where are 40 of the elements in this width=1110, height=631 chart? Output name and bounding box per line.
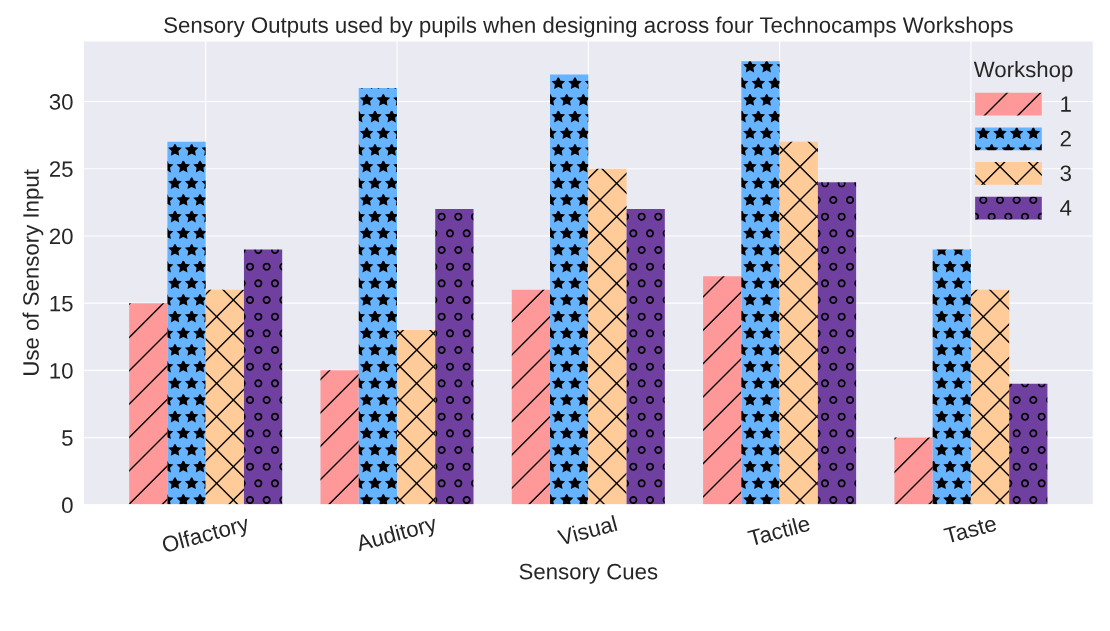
legend-label: 2	[1060, 130, 1071, 147]
y-tick-label: 30	[49, 94, 73, 110]
x-tick-label: Visual	[556, 514, 618, 546]
bar	[626, 209, 665, 505]
bar	[167, 141, 206, 505]
bar	[129, 303, 168, 505]
x-axis-title: Sensory Cues	[519, 563, 658, 584]
y-tick-label: 0	[62, 497, 73, 514]
bar	[396, 330, 436, 505]
y-tick-label: 10	[50, 362, 73, 379]
bar	[817, 182, 857, 505]
bar	[741, 61, 780, 505]
y-tick-label: 15	[50, 295, 73, 312]
x-tick-label: Olfactory	[161, 514, 252, 558]
x-tick-label: Taste	[943, 515, 998, 544]
bar	[932, 249, 971, 505]
bar	[205, 289, 244, 505]
x-tick-label: Tactile	[746, 514, 811, 547]
chart-title: Sensory Outputs used by pupils when designing across four Technocamps Workshops	[164, 16, 1013, 38]
y-axis-title: Use of Sensory Input	[22, 169, 44, 375]
legend-title: Workshop	[973, 61, 1073, 82]
bar	[358, 88, 397, 505]
bar	[435, 209, 474, 505]
bar	[550, 74, 589, 505]
y-tick-label: 20	[49, 228, 73, 245]
bar	[894, 437, 933, 505]
bar	[970, 289, 1010, 505]
bar	[511, 289, 551, 505]
y-tick-label: 5	[62, 430, 73, 446]
bar	[243, 249, 283, 505]
bar	[779, 141, 818, 505]
legend-label: 3	[1060, 165, 1071, 182]
bar	[320, 370, 359, 505]
legend-label: 1	[1061, 96, 1071, 112]
bar	[1009, 383, 1048, 505]
x-tick-label: Auditory	[354, 514, 440, 556]
y-tick-label: 25	[49, 161, 73, 177]
legend-label: 4	[1060, 200, 1072, 216]
bar	[703, 276, 742, 505]
bar	[588, 168, 627, 505]
